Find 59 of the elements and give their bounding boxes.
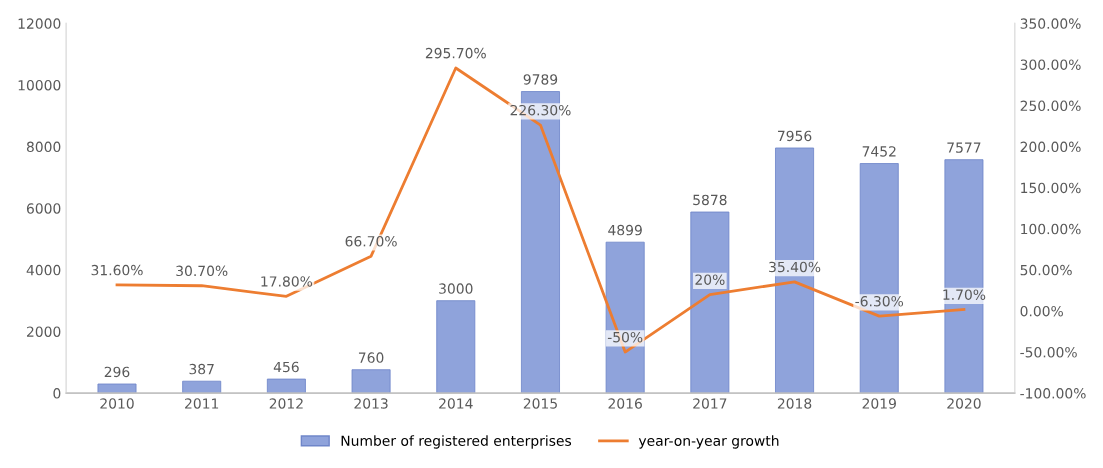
- data-label: 20%: [695, 274, 725, 285]
- legend-label: Number of registered enterprises: [341, 435, 572, 449]
- y-tick-label: 12000: [18, 18, 61, 29]
- x-tick-label: 2011: [185, 398, 219, 409]
- data-label: 5878: [693, 194, 727, 206]
- data-label: 4899: [608, 224, 642, 236]
- y2-tick-label: 150.00%: [1021, 182, 1081, 194]
- y-tick-label: 2000: [26, 326, 61, 337]
- data-label: 387: [189, 363, 214, 375]
- y-tick-label: 4000: [26, 264, 61, 276]
- data-label: 456: [273, 361, 299, 373]
- y2-tick-label: 100.00%: [1021, 223, 1081, 235]
- y2-tick-label: 200.00%: [1020, 141, 1081, 153]
- y2-tick-label: 300.00%: [1020, 59, 1081, 70]
- data-label: 66.70%: [345, 236, 397, 247]
- legend-label: year-on-year growth: [638, 435, 779, 449]
- y2-tick-label: 0.00%: [1020, 305, 1063, 317]
- data-label: 30.70%: [176, 265, 228, 277]
- bar: [690, 211, 730, 394]
- data-label: 7956: [778, 130, 812, 142]
- y2-tick-label: 50.00%: [1020, 264, 1072, 276]
- bar: [351, 369, 391, 394]
- data-label: -6.30%: [855, 296, 904, 307]
- data-label: -50%: [607, 331, 643, 343]
- y-tick-label: 0: [53, 388, 61, 399]
- x-tick-label: 2019: [862, 398, 896, 409]
- y-tick-label: 10000: [18, 79, 61, 91]
- x-tick-label: 2012: [269, 398, 303, 409]
- y2-tick-label: 250.00%: [1020, 100, 1081, 112]
- data-label: 3000: [439, 283, 473, 294]
- y2-tick-label: -50.00%: [1020, 347, 1077, 358]
- data-label: 1.70%: [943, 289, 986, 300]
- x-tick-label: 2016: [608, 398, 642, 409]
- data-label: 7452: [862, 146, 896, 157]
- data-label: 31.60%: [91, 264, 143, 276]
- y-tick-label: 8000: [26, 141, 61, 153]
- data-label: 295.70%: [425, 47, 486, 59]
- data-label: 35.40%: [769, 261, 821, 273]
- x-tick-label: 2015: [523, 398, 557, 409]
- bar: [944, 159, 984, 394]
- data-label: 17.80%: [261, 276, 313, 287]
- data-label: 226.30%: [510, 104, 571, 116]
- bar: [436, 300, 476, 394]
- y-tick-label: 6000: [26, 203, 61, 214]
- data-label: 9789: [523, 74, 558, 85]
- x-tick-label: 2020: [947, 398, 981, 409]
- x-tick-label: 2013: [354, 398, 388, 409]
- data-label: 7577: [947, 142, 981, 153]
- y2-tick-label: 350.00%: [1020, 18, 1081, 29]
- x-tick-label: 2014: [439, 398, 473, 409]
- y2-tick-label: -100.00%: [1020, 388, 1086, 399]
- data-label: 760: [358, 352, 384, 363]
- bar: [97, 383, 137, 394]
- x-tick-label: 2010: [100, 398, 134, 409]
- bar: [266, 378, 306, 394]
- x-tick-label: 2017: [693, 398, 727, 409]
- data-label: 296: [104, 366, 130, 378]
- bar: [605, 241, 645, 394]
- x-tick-label: 2018: [777, 398, 812, 409]
